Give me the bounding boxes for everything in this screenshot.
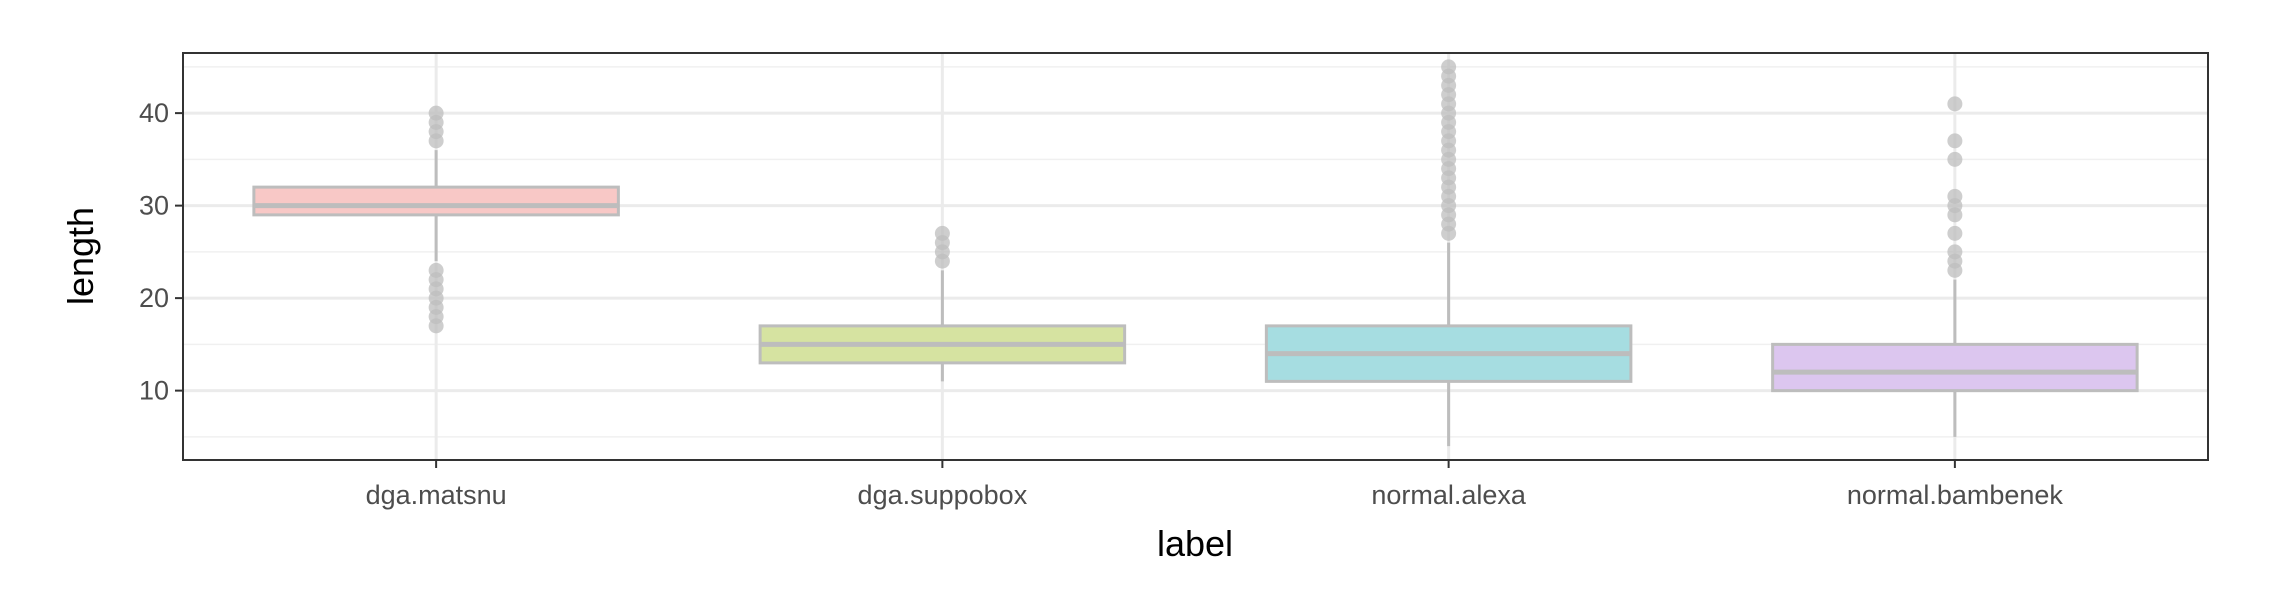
box-dga-suppobox: [758, 225, 1127, 382]
y-tick-label: 10: [139, 376, 169, 406]
outlier-point: [1947, 96, 1963, 112]
box-iqr: [252, 185, 620, 217]
plot-panel-border: [182, 52, 2209, 461]
x-axis-title: label: [1157, 523, 1233, 564]
outlier-point: [1947, 188, 1963, 204]
box-normal-bambenek: [1771, 96, 2139, 437]
x-tick-label: normal.alexa: [1371, 480, 1527, 510]
y-axis-ticks: 10 20 30 40: [139, 98, 183, 406]
outlier-point: [1441, 59, 1457, 75]
x-axis-ticks: dga.matsnu dga.suppobox normal.alexa normal…: [366, 460, 2064, 510]
outlier-point: [1947, 244, 1963, 260]
plot-panel-background: [183, 53, 2208, 460]
box-plots: [252, 59, 2139, 447]
y-tick-label: 40: [139, 98, 169, 128]
box-iqr: [1771, 342, 2139, 393]
x-tick-label: dga.matsnu: [366, 480, 507, 510]
outlier-point: [1947, 151, 1963, 167]
outlier-point: [1947, 133, 1963, 149]
grid-lines: [183, 53, 2208, 460]
x-tick-label: normal.bambenek: [1847, 480, 2064, 510]
y-tick-label: 30: [139, 191, 169, 221]
x-tick-label: dga.suppobox: [858, 480, 1028, 510]
y-axis-title: length: [60, 207, 101, 305]
outlier-point: [934, 225, 950, 241]
outlier-point: [428, 262, 444, 278]
outlier-point: [1947, 225, 1963, 241]
outlier-point: [428, 105, 444, 121]
box-normal-alexa: [1264, 59, 1633, 447]
box-dga-matsnu: [252, 105, 620, 334]
y-tick-label: 20: [139, 283, 169, 313]
